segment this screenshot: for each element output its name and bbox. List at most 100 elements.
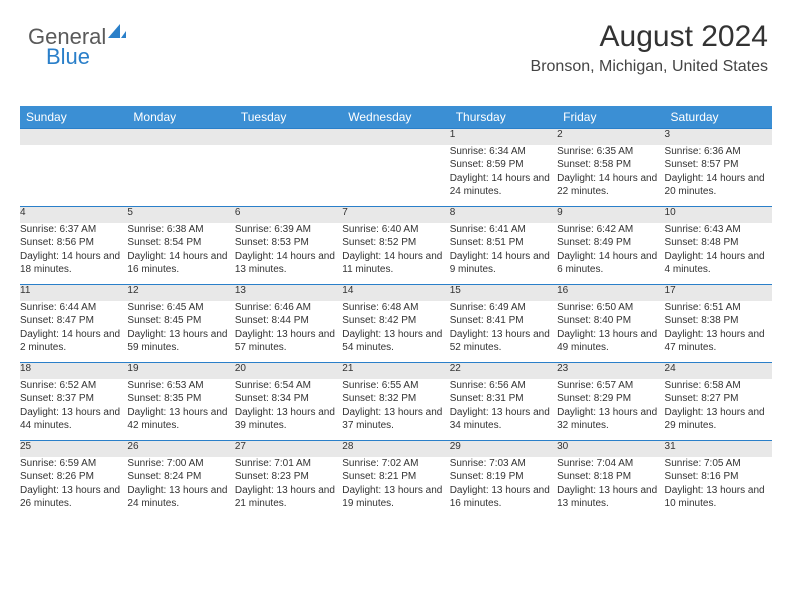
day-number-7: 7 xyxy=(342,207,449,223)
day-cell-5: Sunrise: 6:38 AMSunset: 8:54 PMDaylight:… xyxy=(127,223,234,285)
day-number-19: 19 xyxy=(127,363,234,379)
day-details-30: Sunrise: 7:04 AMSunset: 8:18 PMDaylight:… xyxy=(557,457,664,511)
day-cell-12: Sunrise: 6:45 AMSunset: 8:45 PMDaylight:… xyxy=(127,301,234,363)
day-cell-2: Sunrise: 6:35 AMSunset: 8:58 PMDaylight:… xyxy=(557,145,664,207)
empty-daynum-cell xyxy=(235,129,342,145)
daylight-line: Daylight: 14 hours and 13 minutes. xyxy=(235,250,342,277)
day-cell-18: Sunrise: 6:52 AMSunset: 8:37 PMDaylight:… xyxy=(20,379,127,441)
daylight-line: Daylight: 13 hours and 10 minutes. xyxy=(665,484,772,511)
sunrise-line: Sunrise: 7:02 AM xyxy=(342,457,449,471)
sunset-line: Sunset: 8:53 PM xyxy=(235,236,342,250)
daylight-line: Daylight: 14 hours and 4 minutes. xyxy=(665,250,772,277)
daylight-line: Daylight: 13 hours and 42 minutes. xyxy=(127,406,234,433)
day-number-3: 3 xyxy=(665,129,772,145)
week-1-data-row: Sunrise: 6:34 AMSunset: 8:59 PMDaylight:… xyxy=(20,145,772,207)
day-header-thursday: Thursday xyxy=(450,106,557,129)
month-year-title: August 2024 xyxy=(531,20,768,54)
sunset-line: Sunset: 8:32 PM xyxy=(342,392,449,406)
sunset-line: Sunset: 8:16 PM xyxy=(665,470,772,484)
day-number-14: 14 xyxy=(342,285,449,301)
daylight-line: Daylight: 14 hours and 2 minutes. xyxy=(20,328,127,355)
week-1-daynum-row: 123 xyxy=(20,129,772,145)
sunset-line: Sunset: 8:27 PM xyxy=(665,392,772,406)
sunrise-line: Sunrise: 6:54 AM xyxy=(235,379,342,393)
day-cell-30: Sunrise: 7:04 AMSunset: 8:18 PMDaylight:… xyxy=(557,457,664,519)
sunrise-line: Sunrise: 6:59 AM xyxy=(20,457,127,471)
day-number-6: 6 xyxy=(235,207,342,223)
sunset-line: Sunset: 8:52 PM xyxy=(342,236,449,250)
day-number-18: 18 xyxy=(20,363,127,379)
week-3-daynum-row: 11121314151617 xyxy=(20,285,772,301)
header: August 2024 Bronson, Michigan, United St… xyxy=(531,20,768,76)
empty-daynum-cell xyxy=(342,129,449,145)
day-details-9: Sunrise: 6:42 AMSunset: 8:49 PMDaylight:… xyxy=(557,223,664,277)
sunrise-line: Sunrise: 6:56 AM xyxy=(450,379,557,393)
day-header-wednesday: Wednesday xyxy=(342,106,449,129)
sunrise-line: Sunrise: 7:04 AM xyxy=(557,457,664,471)
sunset-line: Sunset: 8:59 PM xyxy=(450,158,557,172)
sunrise-line: Sunrise: 6:57 AM xyxy=(557,379,664,393)
sunrise-line: Sunrise: 6:58 AM xyxy=(665,379,772,393)
day-details-4: Sunrise: 6:37 AMSunset: 8:56 PMDaylight:… xyxy=(20,223,127,277)
daylight-line: Daylight: 14 hours and 6 minutes. xyxy=(557,250,664,277)
day-details-20: Sunrise: 6:54 AMSunset: 8:34 PMDaylight:… xyxy=(235,379,342,433)
sunset-line: Sunset: 8:40 PM xyxy=(557,314,664,328)
daylight-line: Daylight: 13 hours and 37 minutes. xyxy=(342,406,449,433)
day-header-saturday: Saturday xyxy=(665,106,772,129)
daylight-line: Daylight: 13 hours and 44 minutes. xyxy=(20,406,127,433)
daylight-line: Daylight: 14 hours and 11 minutes. xyxy=(342,250,449,277)
day-header-tuesday: Tuesday xyxy=(235,106,342,129)
day-header-sunday: Sunday xyxy=(20,106,127,129)
day-number-26: 26 xyxy=(127,441,234,457)
sunrise-line: Sunrise: 6:52 AM xyxy=(20,379,127,393)
daylight-line: Daylight: 13 hours and 24 minutes. xyxy=(127,484,234,511)
day-header-friday: Friday xyxy=(557,106,664,129)
week-4-data-row: Sunrise: 6:52 AMSunset: 8:37 PMDaylight:… xyxy=(20,379,772,441)
sunset-line: Sunset: 8:23 PM xyxy=(235,470,342,484)
day-details-26: Sunrise: 7:00 AMSunset: 8:24 PMDaylight:… xyxy=(127,457,234,511)
day-details-1: Sunrise: 6:34 AMSunset: 8:59 PMDaylight:… xyxy=(450,145,557,199)
day-number-20: 20 xyxy=(235,363,342,379)
day-details-24: Sunrise: 6:58 AMSunset: 8:27 PMDaylight:… xyxy=(665,379,772,433)
day-details-16: Sunrise: 6:50 AMSunset: 8:40 PMDaylight:… xyxy=(557,301,664,355)
sunrise-line: Sunrise: 6:39 AM xyxy=(235,223,342,237)
day-number-5: 5 xyxy=(127,207,234,223)
week-5-daynum-row: 25262728293031 xyxy=(20,441,772,457)
day-cell-21: Sunrise: 6:55 AMSunset: 8:32 PMDaylight:… xyxy=(342,379,449,441)
day-cell-19: Sunrise: 6:53 AMSunset: 8:35 PMDaylight:… xyxy=(127,379,234,441)
day-number-28: 28 xyxy=(342,441,449,457)
day-details-13: Sunrise: 6:46 AMSunset: 8:44 PMDaylight:… xyxy=(235,301,342,355)
sunset-line: Sunset: 8:24 PM xyxy=(127,470,234,484)
sunrise-line: Sunrise: 6:46 AM xyxy=(235,301,342,315)
sunset-line: Sunset: 8:57 PM xyxy=(665,158,772,172)
day-details-28: Sunrise: 7:02 AMSunset: 8:21 PMDaylight:… xyxy=(342,457,449,511)
day-details-21: Sunrise: 6:55 AMSunset: 8:32 PMDaylight:… xyxy=(342,379,449,433)
day-cell-7: Sunrise: 6:40 AMSunset: 8:52 PMDaylight:… xyxy=(342,223,449,285)
day-details-3: Sunrise: 6:36 AMSunset: 8:57 PMDaylight:… xyxy=(665,145,772,199)
day-details-12: Sunrise: 6:45 AMSunset: 8:45 PMDaylight:… xyxy=(127,301,234,355)
daylight-line: Daylight: 13 hours and 57 minutes. xyxy=(235,328,342,355)
sunrise-line: Sunrise: 6:55 AM xyxy=(342,379,449,393)
day-number-17: 17 xyxy=(665,285,772,301)
week-4-daynum-row: 18192021222324 xyxy=(20,363,772,379)
sunset-line: Sunset: 8:45 PM xyxy=(127,314,234,328)
sunrise-line: Sunrise: 6:45 AM xyxy=(127,301,234,315)
day-details-11: Sunrise: 6:44 AMSunset: 8:47 PMDaylight:… xyxy=(20,301,127,355)
daylight-line: Daylight: 13 hours and 34 minutes. xyxy=(450,406,557,433)
day-number-4: 4 xyxy=(20,207,127,223)
sunrise-line: Sunrise: 7:03 AM xyxy=(450,457,557,471)
empty-daynum-cell xyxy=(127,129,234,145)
day-number-15: 15 xyxy=(450,285,557,301)
sunset-line: Sunset: 8:44 PM xyxy=(235,314,342,328)
day-cell-23: Sunrise: 6:57 AMSunset: 8:29 PMDaylight:… xyxy=(557,379,664,441)
day-number-30: 30 xyxy=(557,441,664,457)
day-number-22: 22 xyxy=(450,363,557,379)
empty-daynum-cell xyxy=(20,129,127,145)
day-cell-22: Sunrise: 6:56 AMSunset: 8:31 PMDaylight:… xyxy=(450,379,557,441)
sunset-line: Sunset: 8:42 PM xyxy=(342,314,449,328)
calendar-body: 123Sunrise: 6:34 AMSunset: 8:59 PMDaylig… xyxy=(20,129,772,519)
daylight-line: Daylight: 14 hours and 24 minutes. xyxy=(450,172,557,199)
daylight-line: Daylight: 13 hours and 54 minutes. xyxy=(342,328,449,355)
daylight-line: Daylight: 13 hours and 49 minutes. xyxy=(557,328,664,355)
day-cell-1: Sunrise: 6:34 AMSunset: 8:59 PMDaylight:… xyxy=(450,145,557,207)
